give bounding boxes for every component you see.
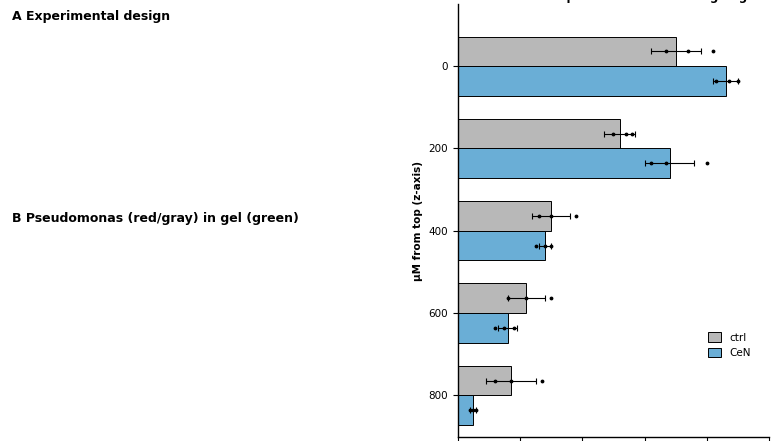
Text: A Experimental design: A Experimental design bbox=[12, 10, 170, 23]
Text: B Pseudomonas (red/gray) in gel (green): B Pseudomonas (red/gray) in gel (green) bbox=[12, 212, 299, 224]
Bar bbox=[458, 149, 670, 178]
Bar bbox=[458, 37, 676, 66]
Text: C Pseudomonas penetration into collagen gel: C Pseudomonas penetration into collagen … bbox=[458, 0, 759, 3]
Bar bbox=[458, 313, 507, 343]
Legend: ctrl, CeN: ctrl, CeN bbox=[704, 328, 754, 362]
Bar bbox=[458, 396, 473, 425]
Y-axis label: µM from top (z-axis): µM from top (z-axis) bbox=[413, 161, 423, 280]
Bar bbox=[458, 366, 510, 396]
Bar bbox=[458, 284, 526, 313]
Bar bbox=[458, 201, 551, 231]
Bar bbox=[458, 231, 545, 261]
Bar bbox=[458, 119, 620, 149]
Bar bbox=[458, 66, 726, 96]
